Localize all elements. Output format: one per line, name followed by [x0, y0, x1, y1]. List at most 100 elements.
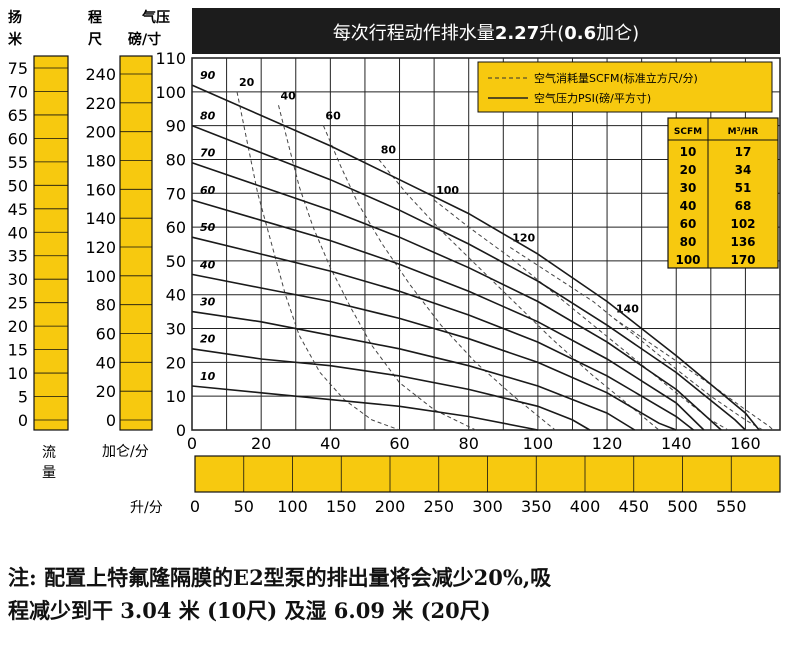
air-line-60	[322, 125, 556, 431]
title-gallons: 0.6	[564, 23, 596, 44]
head-tick-label: 50	[8, 176, 28, 195]
gpm-tick-label: 60	[389, 434, 409, 453]
air-line-label: 140	[616, 302, 639, 315]
flow-label-2: 量	[42, 465, 56, 481]
psi-tick-label: 30	[166, 320, 186, 339]
title-unit: 升(	[539, 23, 564, 44]
air-line-120	[509, 246, 763, 431]
psi-tick-label: 50	[166, 252, 186, 271]
pressure-line-label: 70	[200, 147, 216, 160]
head-tick-label: 45	[8, 200, 28, 219]
title-end: 加仑)	[596, 23, 639, 44]
air-line-label: 80	[381, 143, 397, 156]
psi-tick-label: 100	[155, 83, 186, 102]
legend: 空气消耗量SCFM(标准立方尺/分) 空气压力PSI(磅/平方寸)	[477, 61, 773, 113]
pressure-line-40	[191, 273, 677, 431]
psi-tick-label: 80	[166, 150, 186, 169]
chart-svg: 每次行程动作排水量2.27升(0.6加仑) 扬 米 程 尺 气压 磅/寸 051…	[8, 8, 781, 516]
table-cell: 136	[730, 235, 755, 249]
gpm-tick-label: 40	[320, 434, 340, 453]
suction-tick-label: 120	[85, 238, 116, 257]
gpm-tick-label: 100	[523, 434, 554, 453]
suction-tick-label: 180	[85, 152, 116, 171]
air-line-label: 60	[325, 110, 341, 123]
air-pressure-lines: 90 80 70 60 50 40 30 20 10	[191, 69, 760, 431]
head-scale-fill	[33, 55, 69, 431]
suction-tick-label: 160	[85, 180, 116, 199]
head-label-2: 米	[8, 31, 23, 48]
head-tick-label: 75	[8, 59, 28, 78]
footnote-line-1: 注: 配置上特氟隆隔膜的E2型泵的排出量将会减少20%,吸	[8, 565, 552, 590]
suction-tick-label: 200	[85, 123, 116, 142]
air-line-20	[236, 91, 400, 431]
pressure-line-90	[191, 84, 760, 431]
psi-tick-label: 10	[166, 387, 186, 406]
head-tick-label: 35	[8, 247, 28, 266]
table-cell: 102	[730, 217, 755, 231]
head-tick-label: 65	[8, 106, 28, 125]
lpm-tick-label: 400	[570, 497, 601, 516]
psi-tick-label: 110	[155, 49, 186, 68]
head-tick-label: 40	[8, 223, 28, 242]
head-tick-label: 15	[8, 341, 28, 360]
table-cell: 100	[675, 253, 700, 267]
psi-tick-label: 90	[166, 117, 186, 136]
air-line-140	[613, 317, 774, 431]
head-tick-label: 70	[8, 82, 28, 101]
table-cell: 60	[680, 217, 697, 231]
suction-tick-label: 60	[96, 325, 116, 344]
footnote-line-2: 程减少到干 3.04 米 (10尺) 及湿 6.09 米 (20尺)	[8, 597, 491, 623]
air-line-label: 120	[512, 231, 535, 244]
chart-title: 每次行程动作排水量2.27升(0.6加仑)	[333, 23, 639, 44]
lpm-tick-label: 250	[423, 497, 454, 516]
legend-solid-label: 空气压力PSI(磅/平方寸)	[534, 91, 651, 105]
psi-tick-label: 0	[176, 421, 186, 440]
lpm-tick-label: 450	[618, 497, 649, 516]
axis-tick-labels: 0 10 20 30 40 50 60 70 80 90 100 110 0 20 40 60 80 100 120…	[155, 49, 760, 453]
suction-tick-label: 80	[96, 296, 116, 315]
air-line-label: 100	[436, 184, 459, 197]
gpm-tick-label: 80	[459, 434, 479, 453]
table-cell: 34	[735, 163, 752, 177]
lpm-tick-label: 100	[277, 497, 308, 516]
table-cell: 40	[680, 199, 697, 213]
lpm-tick-label: 50	[234, 497, 254, 516]
suction-scale-bar: 0 20 40 60 80 100 120 140 160 180 200 220 240	[85, 55, 153, 431]
head-scale-bar: 0 5 10 15 20 25 30 35 40 45 50 55 60 65 70 75	[8, 55, 69, 431]
head-tick-label: 30	[8, 270, 28, 289]
legend-dashed-label: 空气消耗量SCFM(标准立方尺/分)	[534, 71, 698, 85]
pressure-line-30	[191, 310, 636, 431]
table-cell: 68	[735, 199, 752, 213]
table-frame	[667, 117, 779, 269]
pressure-label-1: 气压	[141, 9, 170, 26]
gpm-tick-label: 160	[730, 434, 761, 453]
psi-tick-label: 40	[166, 286, 186, 305]
table-header: SCFM	[674, 127, 702, 137]
pressure-line-label: 30	[200, 295, 216, 308]
head-tick-label: 60	[8, 129, 28, 148]
pressure-line-10	[191, 385, 539, 431]
pressure-line-70	[191, 162, 722, 431]
pressure-line-label: 50	[200, 221, 216, 234]
pressure-line-label: 90	[200, 69, 216, 82]
head-label-1: 扬	[8, 9, 22, 26]
gpm-tick-label: 120	[592, 434, 623, 453]
head-tick-label: 5	[18, 388, 28, 407]
title-bar	[192, 8, 780, 54]
table-cell: 30	[680, 181, 697, 195]
head-tick-label: 55	[8, 153, 28, 172]
suction-tick-label: 240	[85, 65, 116, 84]
table-cell: 80	[680, 235, 697, 249]
lpm-tick-label: 200	[375, 497, 406, 516]
head-tick-label: 0	[18, 411, 28, 430]
pressure-line-label: 40	[199, 258, 216, 271]
lpm-tick-label: 150	[326, 497, 357, 516]
suction-tick-label: 220	[85, 94, 116, 113]
head-tick-label: 10	[8, 364, 28, 383]
lpm-label: 升/分	[130, 500, 163, 516]
suction-tick-label: 40	[96, 353, 116, 372]
suction-tick-label: 20	[96, 382, 116, 401]
table-header: M³/HR	[728, 127, 759, 137]
lpm-tick-label: 550	[716, 497, 747, 516]
